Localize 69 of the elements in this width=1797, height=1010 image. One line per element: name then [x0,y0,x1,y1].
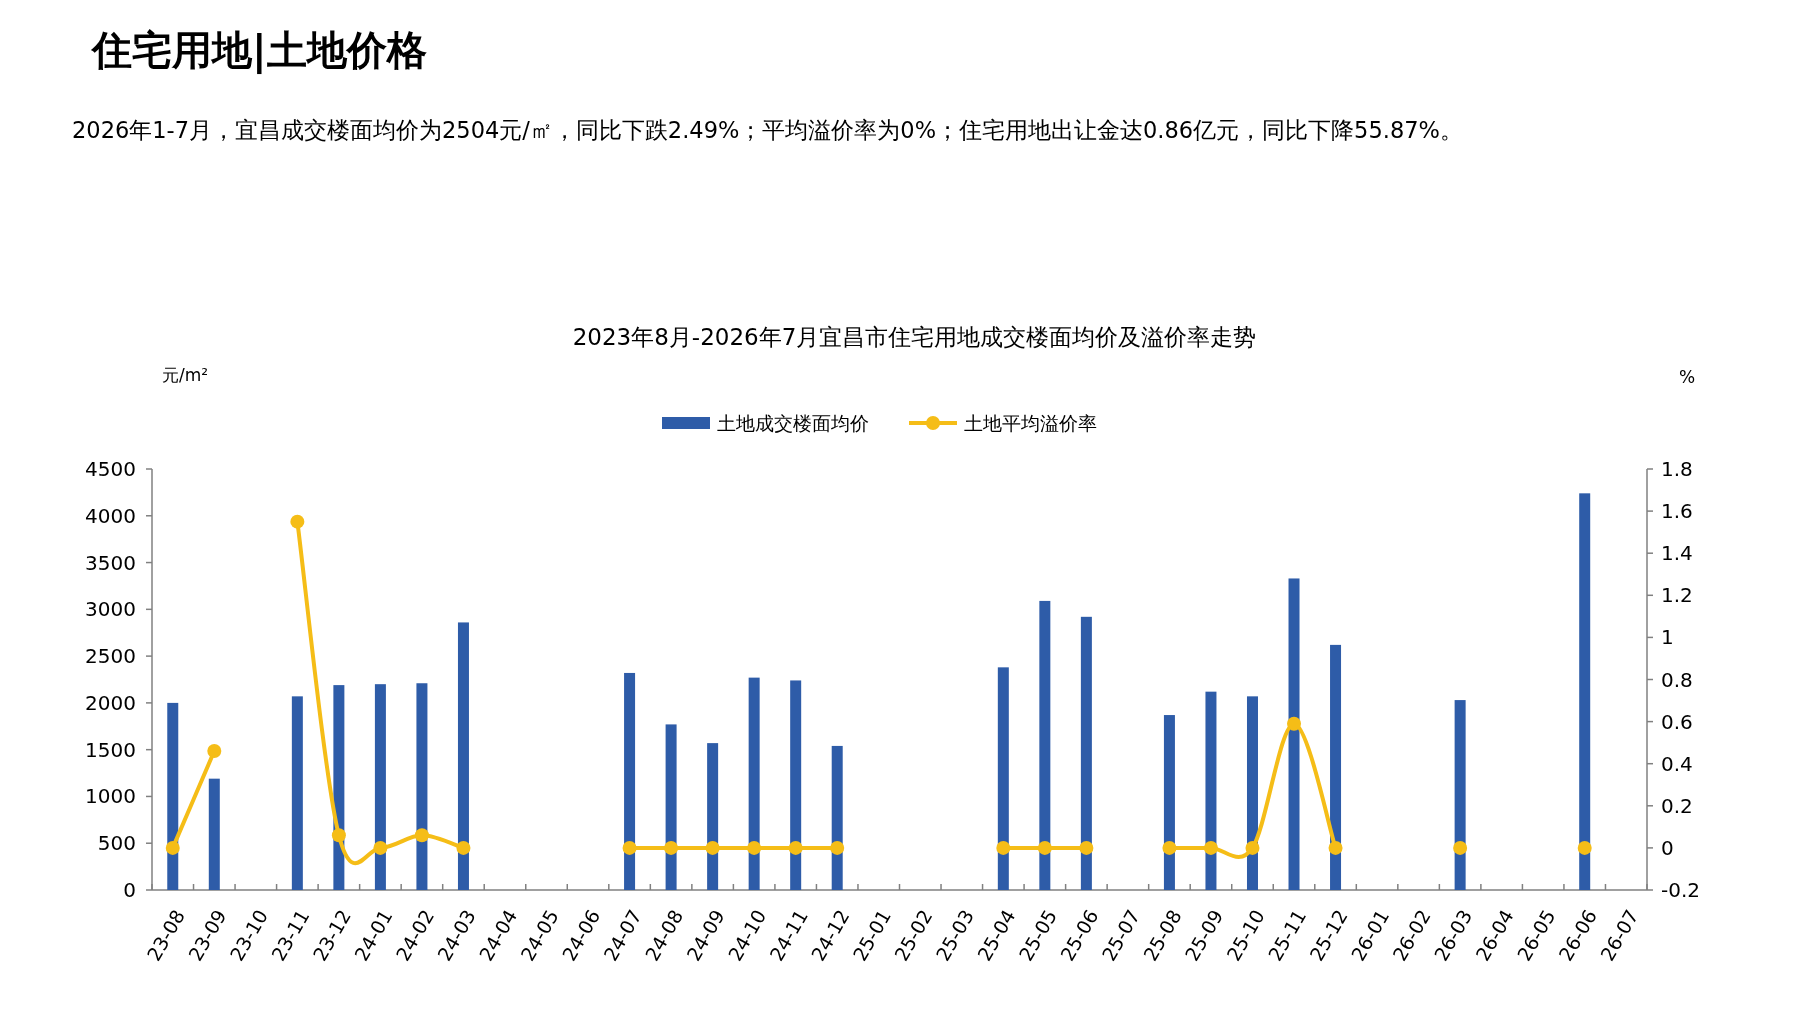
bar [1288,578,1300,890]
y2-tick-label: 1.6 [1661,499,1693,524]
y2-tick-label: -0.2 [1661,878,1701,902]
bar [1454,700,1466,890]
point [788,840,803,855]
bar [457,622,469,890]
bar [831,745,843,890]
point [996,840,1011,855]
text: 2026年1-7月，宜昌成交楼面均价为2504元/㎡，同比下跌2.49%；平均溢价率为0%；住宅用地出让金达0.86亿元，同比下降55.87%。 [72,117,1463,143]
point [1037,840,1052,855]
bar [997,667,1009,890]
point [1577,840,1592,855]
bar [624,672,636,890]
y-tick-label: 2500 [85,644,136,669]
y2-tick-label: 0.4 [1661,751,1693,776]
point [456,840,471,855]
y2-tick-label: 0.8 [1661,667,1693,692]
point [1162,840,1177,855]
y2-tick-label: 1.2 [1661,583,1693,608]
y-tick-label: 2000 [85,690,136,715]
bar [416,683,428,890]
y-axis-title: 元/m² [161,365,209,385]
point [664,840,679,855]
y-tick-label: 4500 [85,457,136,481]
bar [707,743,719,890]
bar [1579,493,1591,890]
y-tick-label: 3500 [85,550,136,575]
chart-title: 2023年8月-2026年7月宜昌市住宅用地成交楼面均价及溢价率走势 [572,324,1257,350]
bar [1205,691,1217,890]
bar [374,684,386,890]
y2-tick-label: 1.4 [1661,541,1693,566]
bar [790,680,802,890]
point [414,828,429,843]
point [830,840,845,855]
chart-subtitle: 住宅用地|土地价格 [90,27,427,75]
point [1287,716,1302,731]
point [705,840,720,855]
bar [1246,696,1258,890]
point [747,840,762,855]
y2-tick-label: 1.8 [1661,457,1693,481]
point [290,514,305,529]
point [1245,840,1260,855]
y2-axis-title: % [1678,367,1696,387]
y-tick-label: 0 [123,878,136,902]
bar [1039,600,1051,890]
y-tick-label: 500 [97,831,136,856]
y2-tick-label: 0.6 [1661,709,1693,734]
y-tick-label: 3000 [85,597,136,622]
point [373,840,388,855]
y2-tick-label: 0 [1661,835,1674,860]
bar [748,677,760,890]
y-tick-label: 1500 [85,737,136,762]
bar [665,724,677,890]
bar [1163,715,1175,890]
legend-label: 土地成交楼面均价 [717,412,869,434]
point [1328,840,1343,855]
bar [1330,644,1342,890]
legend-label: 土地平均溢价率 [964,412,1097,434]
point [1079,840,1094,855]
point [1453,840,1468,855]
point [1203,840,1218,855]
bar [291,696,303,890]
bar [1080,616,1092,890]
y2-tick-label: 1 [1661,625,1674,650]
point [622,840,637,855]
y-tick-label: 4000 [85,503,136,528]
y2-tick-label: 0.2 [1661,793,1693,818]
y-tick-label: 1000 [85,784,136,809]
point [331,828,346,843]
